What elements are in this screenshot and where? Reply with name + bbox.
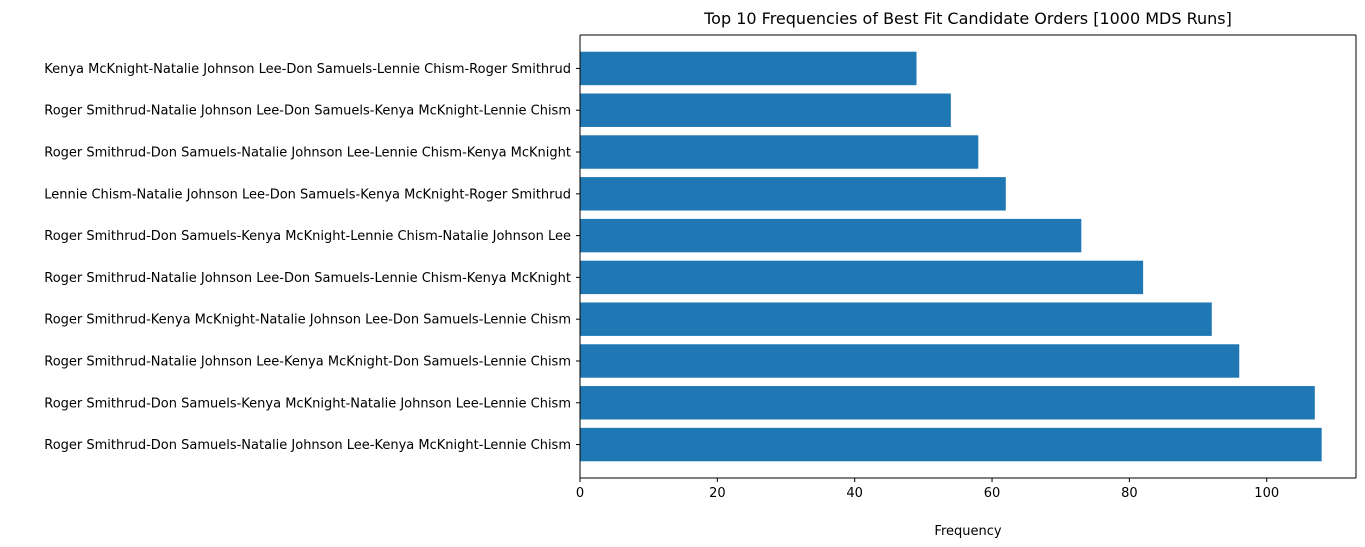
x-axis-label: Frequency — [934, 524, 1001, 539]
y-tick-label: Roger Smithrud-Don Samuels-Kenya McKnigh… — [44, 229, 571, 244]
y-tick-label: Roger Smithrud-Don Samuels-Natalie Johns… — [44, 438, 571, 453]
bar — [580, 218, 1082, 253]
x-tick-label: 20 — [709, 486, 726, 501]
bar — [580, 135, 979, 169]
y-tick-label: Lennie Chism-Natalie Johnson Lee-Don Sam… — [44, 187, 571, 202]
bar — [580, 51, 917, 86]
y-tick-label: Roger Smithrud-Natalie Johnson Lee-Don S… — [44, 271, 571, 286]
bar — [580, 386, 1315, 420]
x-tick-label: 80 — [1121, 486, 1138, 501]
y-tick-label: Kenya McKnight-Natalie Johnson Lee-Don S… — [44, 62, 571, 77]
chart-title: Top 10 Frequencies of Best Fit Candidate… — [703, 9, 1232, 28]
x-tick-label: 40 — [846, 486, 863, 501]
bar — [580, 302, 1212, 336]
bar — [580, 177, 1006, 211]
y-tick-label: Roger Smithrud-Don Samuels-Natalie Johns… — [44, 146, 571, 161]
y-axis-ticks: Roger Smithrud-Don Samuels-Natalie Johns… — [44, 62, 580, 453]
x-tick-label: 0 — [576, 486, 584, 501]
y-tick-label: Roger Smithrud-Natalie Johnson Lee-Don S… — [44, 104, 571, 119]
x-axis-ticks: 0 20 40 60 80 100 — [576, 478, 1279, 501]
y-tick-label: Roger Smithrud-Natalie Johnson Lee-Kenya… — [44, 354, 571, 369]
bars-group — [580, 51, 1322, 462]
x-tick-label: 60 — [984, 486, 1001, 501]
bar — [580, 260, 1144, 295]
bar — [580, 344, 1240, 378]
bar — [580, 93, 951, 127]
y-tick-label: Roger Smithrud-Kenya McKnight-Natalie Jo… — [44, 313, 571, 328]
y-tick-label: Roger Smithrud-Don Samuels-Kenya McKnigh… — [44, 396, 571, 411]
x-tick-label: 100 — [1254, 486, 1279, 501]
bar — [580, 427, 1322, 462]
